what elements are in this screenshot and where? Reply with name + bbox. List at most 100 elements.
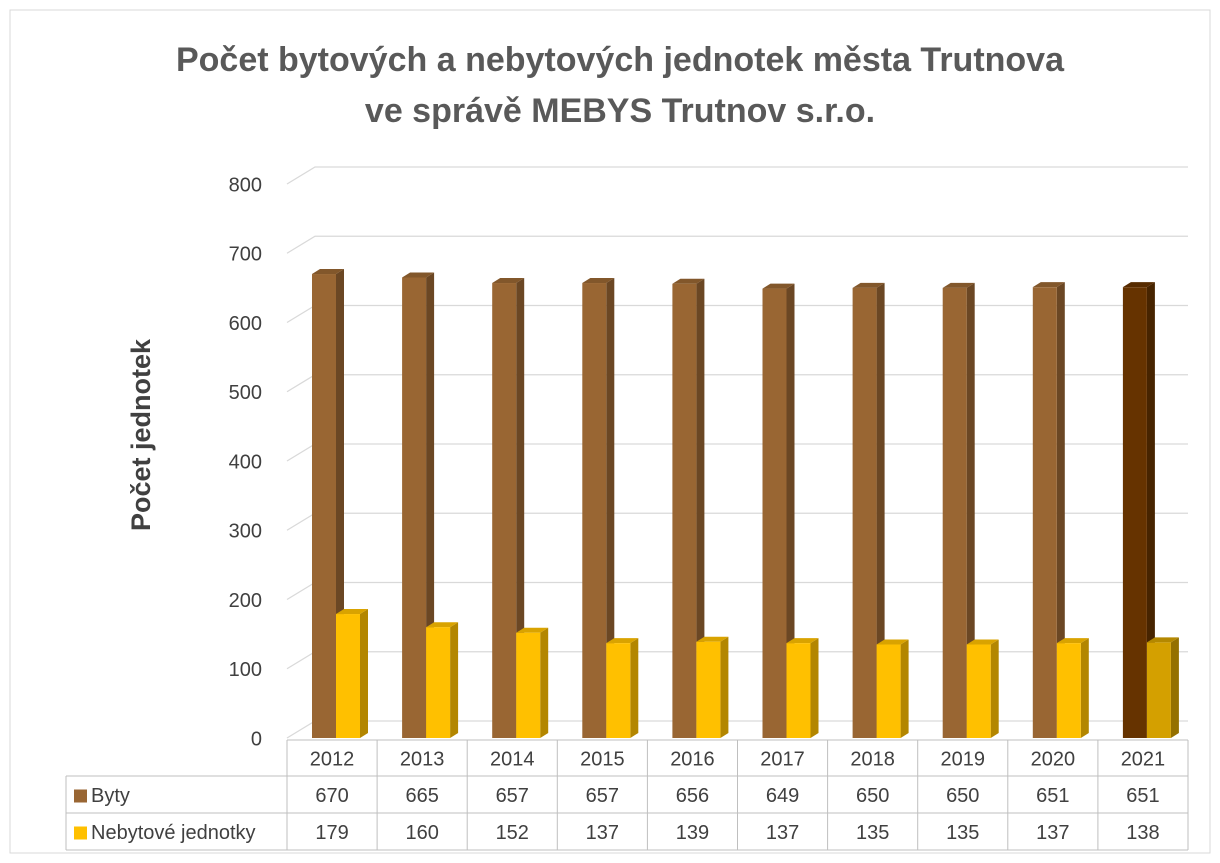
bar <box>312 274 336 738</box>
bar <box>516 632 541 738</box>
bar <box>942 287 967 738</box>
bar-side <box>990 639 999 738</box>
bar-side <box>1170 637 1179 738</box>
bar-side <box>810 638 819 738</box>
table-value: 135 <box>856 822 889 844</box>
bar-top <box>312 269 344 275</box>
bar-top <box>426 622 459 628</box>
bar-top <box>852 282 885 288</box>
bar-side <box>630 638 639 738</box>
bar-top <box>1032 282 1065 288</box>
table-value: 651 <box>1126 785 1159 807</box>
bar-top <box>942 282 975 288</box>
y-tick-label: 800 <box>229 174 262 196</box>
x-tick-label: 2017 <box>760 748 805 770</box>
y-tick-label: 300 <box>229 521 262 543</box>
y-tick-label: 600 <box>229 313 262 335</box>
x-tick-label: 2012 <box>310 748 355 770</box>
grid-line <box>286 235 1188 254</box>
table-value: 139 <box>676 822 709 844</box>
y-tick-label: 100 <box>229 659 262 681</box>
bar <box>672 283 697 738</box>
table-value: 152 <box>496 822 529 844</box>
table-value: 137 <box>766 822 799 844</box>
bar <box>492 283 517 738</box>
bar-top <box>336 609 368 615</box>
grid-line <box>286 166 1188 185</box>
table-value: 650 <box>856 785 889 807</box>
bar-top <box>1122 282 1155 288</box>
legend-key <box>74 789 87 803</box>
bar <box>1122 287 1147 738</box>
bar <box>762 288 787 738</box>
bar <box>426 627 451 738</box>
bar-side <box>516 278 525 738</box>
table-value: 650 <box>946 785 979 807</box>
table-value: 137 <box>586 822 619 844</box>
y-tick-label: 500 <box>229 382 262 404</box>
bar <box>582 283 607 738</box>
x-tick-label: 2020 <box>1031 748 1076 770</box>
bar-side <box>540 627 549 738</box>
bar <box>1146 642 1171 738</box>
table-value: 657 <box>586 785 619 807</box>
bar-side <box>966 282 975 738</box>
legend-key <box>74 826 87 840</box>
bar-top <box>1146 637 1179 643</box>
bar <box>696 641 721 738</box>
table-value: 137 <box>1036 822 1069 844</box>
table-value: 135 <box>946 822 979 844</box>
bar <box>966 644 991 738</box>
table-value: 138 <box>1126 822 1159 844</box>
bar-side <box>1080 638 1089 738</box>
bar <box>876 644 901 738</box>
bar-top <box>696 636 729 642</box>
bar-side <box>696 278 705 738</box>
bar <box>1032 287 1057 738</box>
table-value: 670 <box>315 785 348 807</box>
x-tick-label: 2021 <box>1121 748 1166 770</box>
bar-side <box>876 282 885 738</box>
bar <box>1056 643 1081 738</box>
bar-side <box>426 272 435 738</box>
table-value: 665 <box>405 785 438 807</box>
bar-side <box>720 636 729 738</box>
y-tick-label: 200 <box>229 590 262 612</box>
bar-top <box>582 278 615 284</box>
table-value: 657 <box>496 785 529 807</box>
bar-side <box>360 609 368 738</box>
bar-top <box>516 627 549 633</box>
table-value: 656 <box>676 785 709 807</box>
bar-top <box>762 283 795 289</box>
bar <box>606 643 631 738</box>
x-tick-label: 2015 <box>580 748 625 770</box>
bar-top <box>672 278 705 284</box>
y-tick-label: 700 <box>229 244 262 266</box>
bar-side <box>1146 282 1155 738</box>
bar-top <box>966 639 999 645</box>
bar <box>402 277 427 738</box>
table-value: 651 <box>1036 785 1069 807</box>
table-value: 649 <box>766 785 799 807</box>
table-value: 160 <box>405 822 438 844</box>
y-tick-label: 0 <box>251 728 262 750</box>
bar-top <box>492 278 525 284</box>
bar-side <box>1056 282 1065 738</box>
bar-side <box>450 622 459 738</box>
bar-side <box>606 278 615 738</box>
bar <box>786 643 811 738</box>
chart-title: ve správě MEBYS Trutnov s.r.o. <box>365 92 875 130</box>
bar-top <box>876 639 909 645</box>
x-tick-label: 2018 <box>850 748 895 770</box>
table-value: 179 <box>315 822 348 844</box>
x-tick-label: 2019 <box>941 748 986 770</box>
bar-top <box>1056 638 1089 644</box>
legend-label: Nebytové jednotky <box>91 822 256 844</box>
bar <box>852 287 877 738</box>
x-tick-label: 2014 <box>490 748 535 770</box>
legend-label: Byty <box>91 785 130 807</box>
bar-side <box>786 283 795 738</box>
bar <box>336 614 360 738</box>
bar-side <box>900 639 909 738</box>
